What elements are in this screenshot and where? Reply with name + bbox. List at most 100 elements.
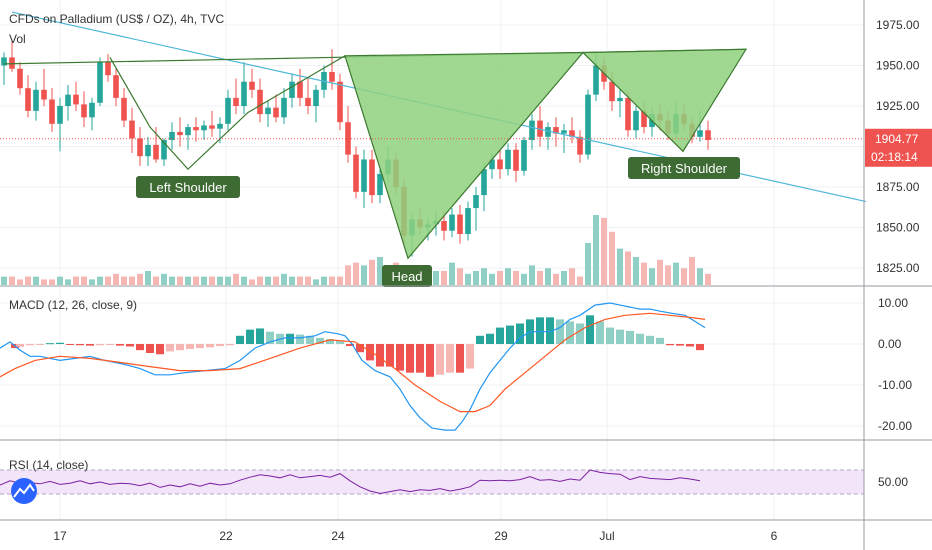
candle[interactable] [113, 68, 119, 106]
candle[interactable] [481, 162, 487, 212]
left-shoulder-pattern[interactable] [109, 55, 346, 171]
candle[interactable] [377, 169, 383, 204]
right-shoulder-label[interactable]: Right Shoulder [628, 157, 740, 179]
candle[interactable] [233, 78, 239, 115]
macd-histogram-bar [586, 315, 594, 344]
candle[interactable] [313, 84, 319, 123]
candle[interactable] [25, 75, 31, 118]
candle[interactable] [169, 122, 175, 150]
candle[interactable] [1, 52, 7, 85]
volume-bar [537, 271, 543, 285]
volume-bar [9, 276, 15, 285]
candle[interactable] [505, 143, 511, 176]
candle[interactable] [17, 62, 23, 95]
pattern-overlay[interactable]: Left Shoulder Head Right Shoulder [3, 11, 867, 287]
candle[interactable] [537, 106, 543, 147]
left-shoulder-label[interactable]: Left Shoulder [136, 176, 240, 198]
candle[interactable] [337, 73, 343, 131]
candle[interactable] [633, 106, 639, 139]
right-shoulder-pattern[interactable] [581, 48, 748, 153]
candle[interactable] [41, 68, 47, 106]
candle[interactable] [545, 122, 551, 150]
candle[interactable] [225, 89, 231, 131]
candle[interactable] [49, 88, 55, 132]
macd-histogram-bar [246, 329, 254, 344]
candle[interactable] [129, 107, 135, 153]
head-pattern[interactable] [344, 51, 585, 260]
candle[interactable] [281, 88, 287, 124]
candle[interactable] [81, 91, 87, 128]
candle[interactable] [273, 94, 279, 123]
volume-bar [233, 273, 239, 285]
macd-pane[interactable] [0, 302, 706, 431]
candle[interactable] [185, 123, 191, 150]
macd-histogram-bar [696, 344, 704, 351]
candle[interactable] [345, 106, 351, 163]
candle[interactable] [369, 149, 375, 204]
candle-body [361, 159, 367, 192]
candle[interactable] [89, 97, 95, 131]
candle[interactable] [457, 204, 463, 244]
candle[interactable] [9, 39, 15, 72]
candle[interactable] [177, 117, 183, 147]
candle-body [441, 221, 447, 231]
candle[interactable] [625, 91, 631, 137]
volume-bar [321, 276, 327, 285]
candle[interactable] [569, 117, 575, 144]
candle[interactable] [529, 114, 535, 150]
rsi-pane[interactable] [0, 469, 864, 504]
candle[interactable] [353, 146, 359, 199]
volume-bar [681, 268, 687, 285]
candle[interactable] [553, 117, 559, 147]
right-shoulder-label-bg [628, 157, 740, 179]
candle[interactable] [465, 201, 471, 241]
candle-body [177, 131, 183, 136]
macd-histogram-bar [316, 337, 324, 344]
candle[interactable] [513, 143, 519, 183]
candle[interactable] [497, 149, 503, 179]
candle[interactable] [305, 78, 311, 115]
candle[interactable] [297, 68, 303, 106]
candle[interactable] [209, 110, 215, 137]
candle[interactable] [617, 88, 623, 118]
candle[interactable] [521, 136, 527, 176]
candle[interactable] [65, 84, 71, 121]
candle[interactable] [473, 187, 479, 231]
volume-bar [129, 276, 135, 285]
candle[interactable] [137, 127, 143, 166]
volume-bar [289, 276, 295, 285]
candle[interactable] [241, 62, 247, 115]
head-label[interactable]: Head [382, 265, 432, 287]
candle[interactable] [449, 208, 455, 238]
candle[interactable] [249, 68, 255, 98]
candle[interactable] [705, 120, 711, 150]
candle[interactable] [97, 57, 103, 106]
candle-body [529, 120, 535, 141]
candle-body [305, 97, 311, 106]
candle[interactable] [257, 78, 263, 123]
candle-body [161, 140, 167, 160]
candle[interactable] [577, 130, 583, 163]
candle[interactable] [73, 81, 79, 111]
candle-body [457, 214, 463, 234]
candle[interactable] [361, 149, 367, 209]
candle[interactable] [193, 117, 199, 142]
volume-bar [601, 217, 607, 285]
volume-bar [281, 273, 287, 285]
candle[interactable] [33, 81, 39, 121]
candle[interactable] [289, 73, 295, 108]
candle[interactable] [585, 89, 591, 160]
candle-body [633, 110, 639, 131]
left-shoulder-label-bg [136, 176, 240, 198]
candle[interactable] [265, 101, 271, 128]
candle[interactable] [201, 120, 207, 141]
candle-body [73, 94, 79, 105]
candle[interactable] [105, 54, 111, 82]
macd-histogram-bar [136, 344, 144, 351]
volume-bar [617, 248, 623, 285]
macd-histogram-bar [426, 344, 434, 377]
candle[interactable] [121, 88, 127, 128]
candle[interactable] [57, 97, 63, 152]
candle[interactable] [145, 136, 151, 166]
